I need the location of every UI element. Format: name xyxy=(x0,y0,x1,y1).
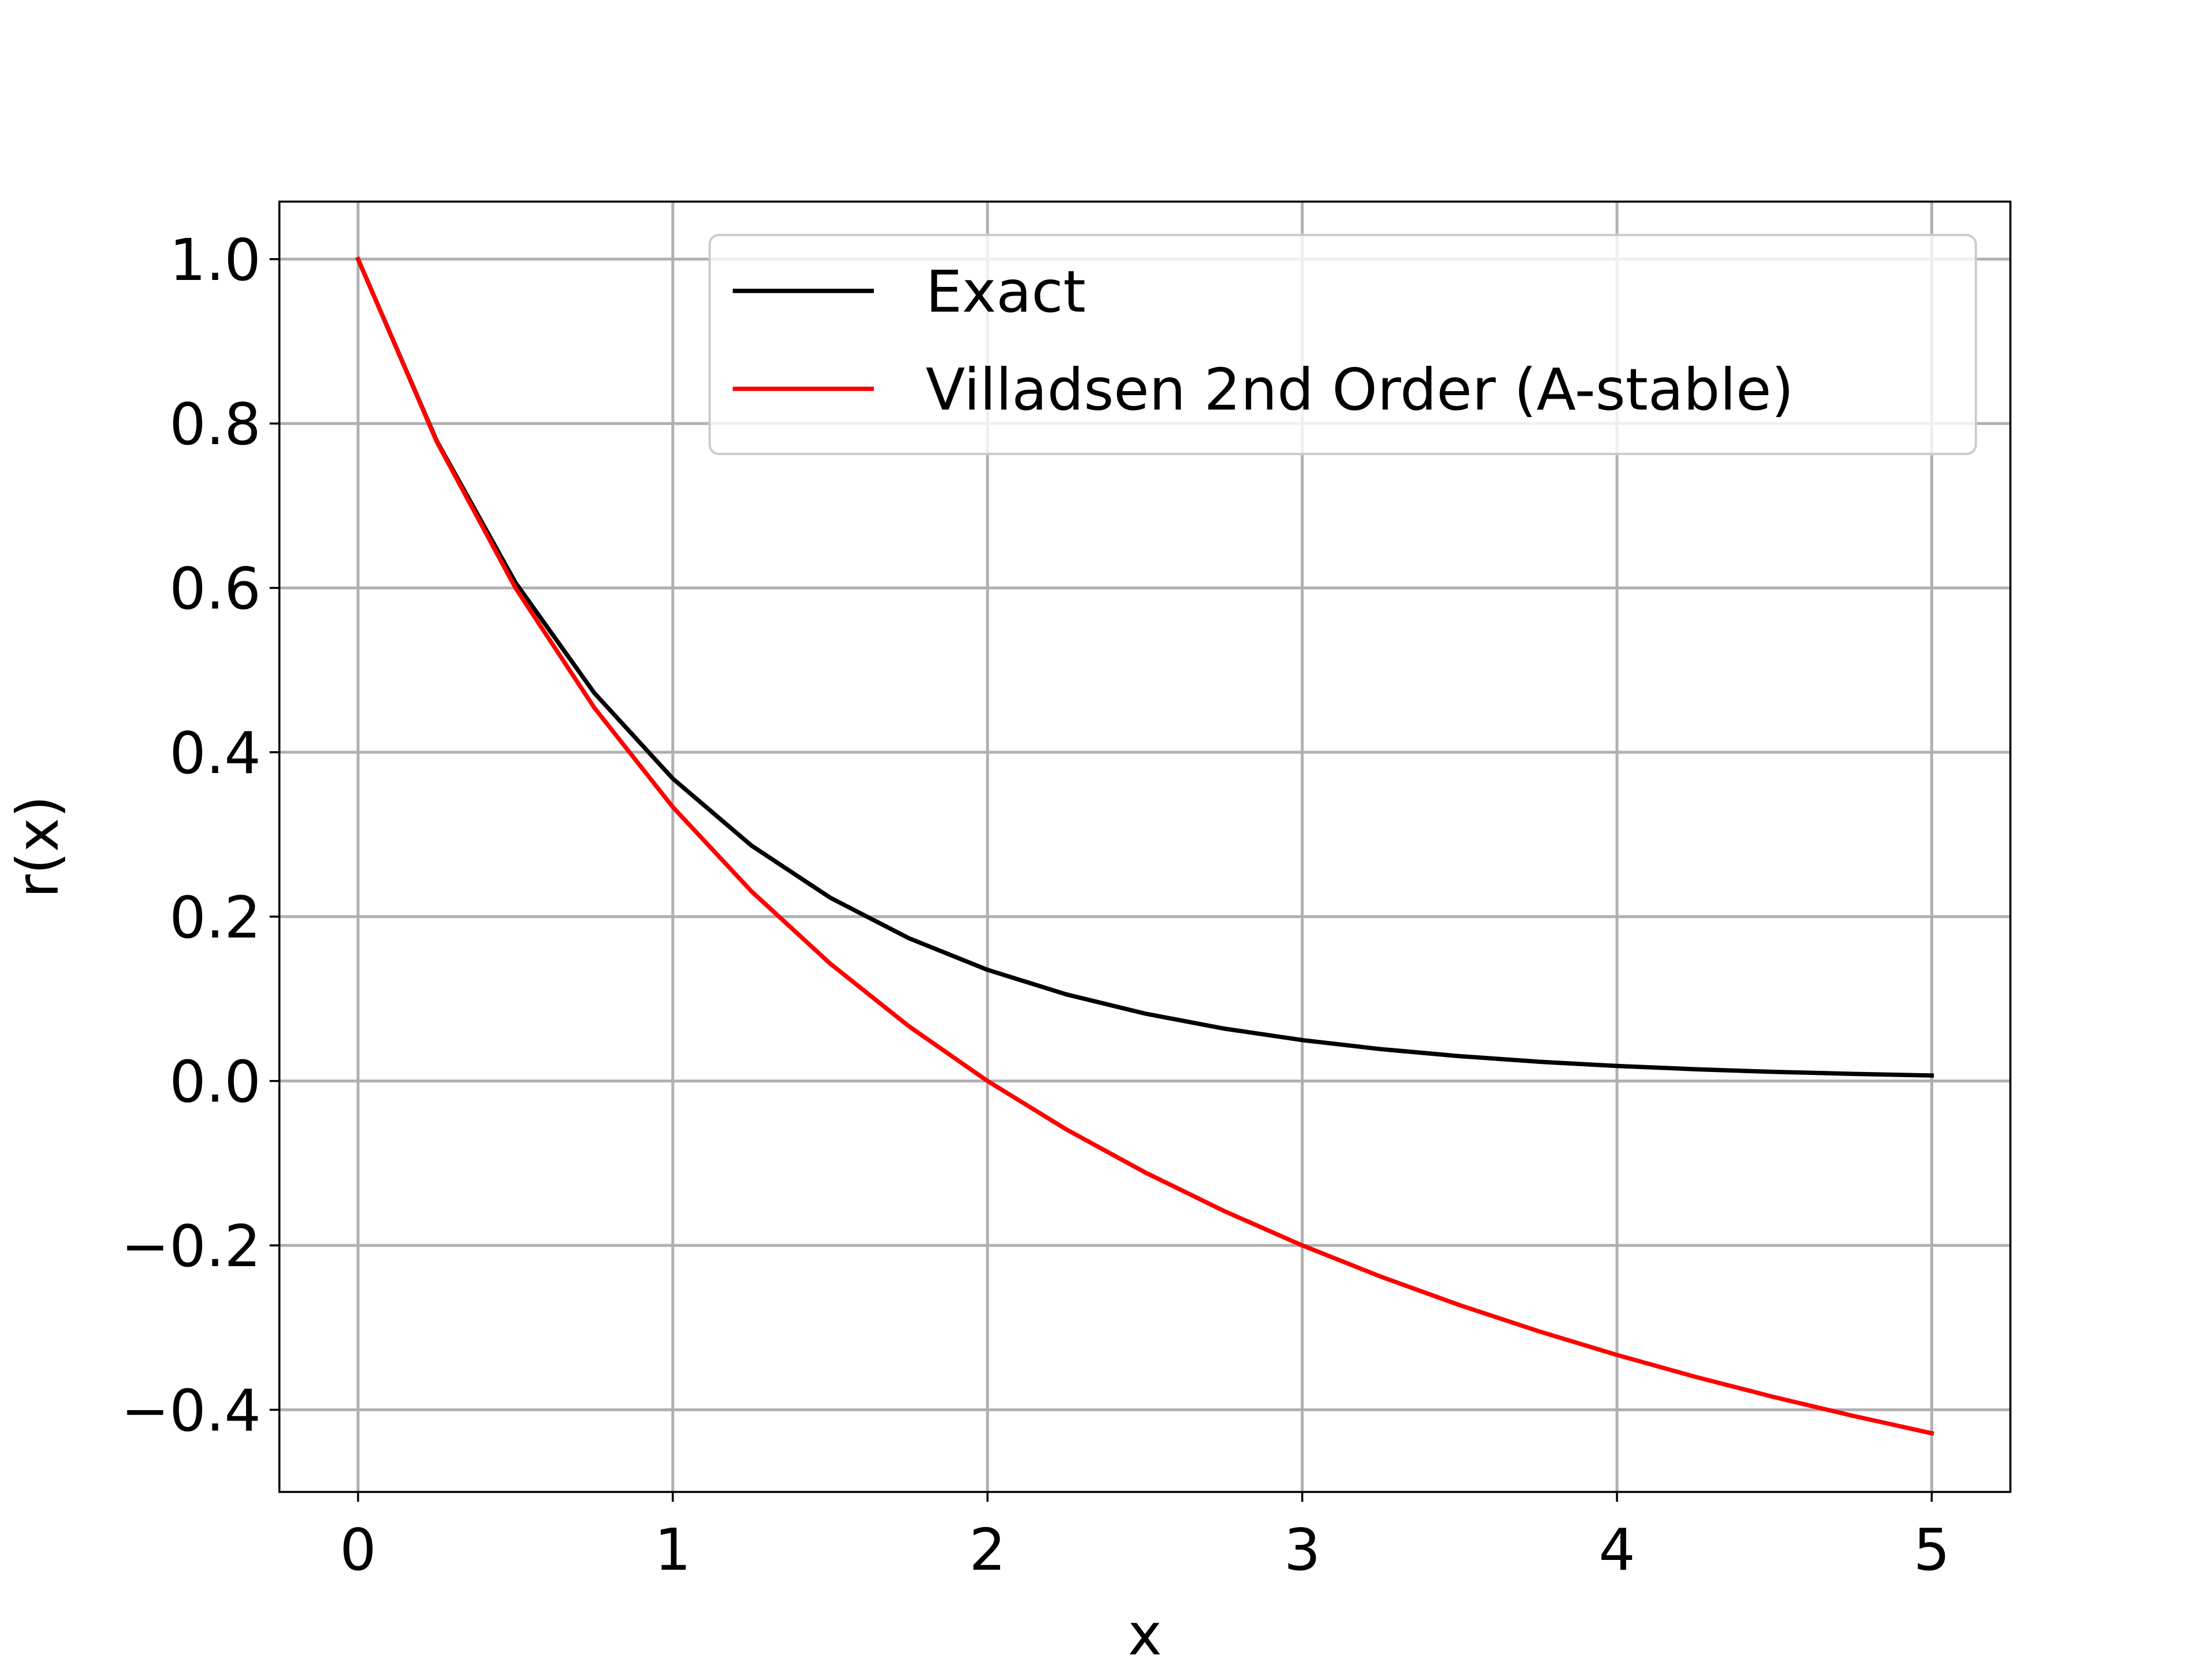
legend-label: Exact xyxy=(926,258,1086,325)
x-tick-label: 2 xyxy=(969,1516,1006,1584)
series-line-villadsen xyxy=(355,256,1934,1436)
x-tick-label: 3 xyxy=(1284,1516,1321,1584)
x-tick-label: 1 xyxy=(654,1516,691,1584)
x-tick-label: 5 xyxy=(1914,1516,1950,1584)
y-tick-label: 0.6 xyxy=(169,555,261,623)
y-tick-label: 0.8 xyxy=(169,391,261,458)
legend: Exact Villadsen 2nd Order (A-stable) xyxy=(709,234,1977,455)
x-axis-label: x xyxy=(1128,1601,1162,1659)
y-tick-label: 0.2 xyxy=(169,884,261,951)
y-tick-label: −0.4 xyxy=(121,1377,261,1444)
legend-label: Villadsen 2nd Order (A-stable) xyxy=(926,356,1794,423)
y-axis-label: r(x) xyxy=(4,796,71,898)
y-tick-label: −0.2 xyxy=(121,1213,261,1280)
x-tick-label: 0 xyxy=(340,1516,377,1584)
y-tick-label: 0.4 xyxy=(169,719,261,787)
legend-box xyxy=(709,234,1977,455)
series-line-exact xyxy=(355,256,1934,1078)
y-tick-label: 0.0 xyxy=(169,1048,261,1116)
x-tick-label: 4 xyxy=(1599,1516,1635,1584)
series-lines xyxy=(355,256,1934,1436)
y-tick-label: 1.0 xyxy=(169,226,261,294)
axis-ticks: 0 1 2 3 4 5 −0.4 −0.2 0.0 0.2 0.4 0.6 0.8 1.0 xyxy=(121,226,1950,1584)
plot-frame xyxy=(278,200,2012,1493)
